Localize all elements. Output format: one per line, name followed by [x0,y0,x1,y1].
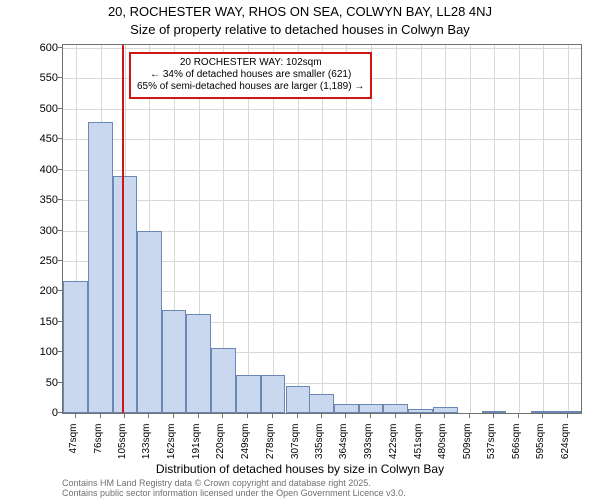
histogram-bar [261,375,286,413]
x-tick-mark [297,414,298,418]
x-tick-mark [198,414,199,418]
plot-area: 20 ROCHESTER WAY: 102sqm← 34% of detache… [62,44,582,414]
gridline-v [396,45,397,413]
y-tick-label: 100 [26,346,58,358]
y-tick-label: 50 [26,377,58,389]
x-tick-mark [247,414,248,418]
y-tick-mark [58,108,62,109]
x-tick-mark [444,414,445,418]
gridline-v [445,45,446,413]
histogram-bar [334,404,359,413]
gridline-v [568,45,569,413]
histogram-bar [186,314,211,413]
y-tick-label: 600 [26,42,58,54]
gridline-v [346,45,347,413]
y-tick-mark [58,351,62,352]
chart-title: 20, ROCHESTER WAY, RHOS ON SEA, COLWYN B… [0,4,600,19]
gridline-v [298,45,299,413]
histogram-bar [433,407,458,413]
annotation-line: 65% of semi-detached houses are larger (… [137,81,364,93]
histogram-bar [286,386,310,413]
y-tick-mark [58,77,62,78]
histogram-bar [531,411,556,413]
x-tick-mark [420,414,421,418]
gridline-v [273,45,274,413]
histogram-bar [482,411,507,413]
x-tick-mark [370,414,371,418]
y-tick-label: 0 [26,407,58,419]
annotation-line: 20 ROCHESTER WAY: 102sqm [137,57,364,69]
y-tick-label: 300 [26,225,58,237]
y-tick-mark [58,47,62,48]
histogram-bar [137,231,162,413]
x-tick-mark [173,414,174,418]
x-tick-mark [321,414,322,418]
annotation-box: 20 ROCHESTER WAY: 102sqm← 34% of detache… [129,52,372,99]
x-tick-mark [148,414,149,418]
y-tick-mark [58,230,62,231]
histogram-bar [88,122,113,413]
y-tick-mark [58,260,62,261]
gridline-v [371,45,372,413]
y-tick-label: 500 [26,103,58,115]
histogram-bar [113,176,137,413]
y-tick-mark [58,321,62,322]
y-tick-mark [58,290,62,291]
x-tick-mark [345,414,346,418]
y-tick-label: 400 [26,164,58,176]
x-tick-mark [567,414,568,418]
x-tick-mark [542,414,543,418]
y-tick-label: 550 [26,72,58,84]
gridline-v [519,45,520,413]
marker-line [122,45,124,413]
histogram-bar [556,411,581,413]
histogram-bar [211,348,236,413]
y-tick-label: 450 [26,133,58,145]
gridline-v [494,45,495,413]
chart-container: 20, ROCHESTER WAY, RHOS ON SEA, COLWYN B… [0,0,600,500]
y-tick-mark [58,169,62,170]
gridline-v [543,45,544,413]
y-tick-label: 250 [26,255,58,267]
histogram-bar [408,409,433,413]
gridline-v [322,45,323,413]
histogram-bar [63,281,88,413]
x-axis-label: Distribution of detached houses by size … [0,462,600,476]
y-tick-mark [58,138,62,139]
footer-line-2: Contains public sector information licen… [62,489,406,499]
x-tick-mark [493,414,494,418]
x-tick-mark [272,414,273,418]
gridline-v [470,45,471,413]
footer-text: Contains HM Land Registry data © Crown c… [62,479,406,499]
x-tick-mark [469,414,470,418]
y-tick-mark [58,412,62,413]
x-tick-mark [124,414,125,418]
gridline-v [248,45,249,413]
histogram-bar [383,404,408,413]
y-tick-label: 150 [26,316,58,328]
annotation-line: ← 34% of detached houses are smaller (62… [137,69,364,81]
y-tick-mark [58,382,62,383]
x-tick-mark [100,414,101,418]
x-tick-mark [395,414,396,418]
y-tick-label: 200 [26,285,58,297]
y-tick-mark [58,199,62,200]
histogram-bar [236,375,261,413]
y-tick-label: 350 [26,194,58,206]
histogram-bar [162,310,187,413]
histogram-bar [309,394,334,413]
chart-subtitle: Size of property relative to detached ho… [0,22,600,37]
x-tick-mark [222,414,223,418]
gridline-v [421,45,422,413]
x-tick-mark [518,414,519,418]
x-tick-mark [75,414,76,418]
histogram-bar [359,404,384,413]
